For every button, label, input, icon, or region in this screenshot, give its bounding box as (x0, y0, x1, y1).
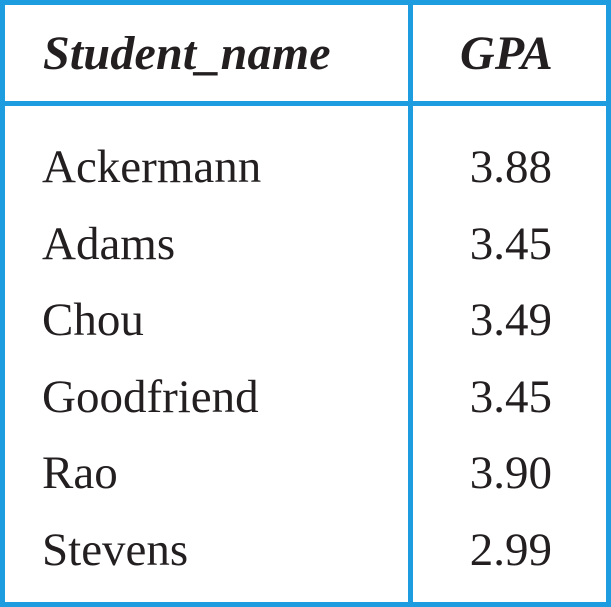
gpa-cell: 3.88 (469, 141, 552, 193)
table-row: Ackermann 3.88 (5, 129, 606, 206)
column-divider (408, 5, 413, 602)
table-row: Goodfriend 3.45 (5, 359, 606, 436)
student-name-cell: Stevens (42, 523, 189, 576)
table-row: Chou 3.49 (5, 282, 606, 359)
header-student-name: Student_name (43, 26, 331, 80)
table-body: Ackermann 3.88 Adams 3.45 Chou 3.49 Good… (5, 129, 606, 588)
gpa-cell: 3.45 (469, 217, 552, 270)
gpa-cell: 3.90 (469, 447, 552, 499)
gpa-cell: 3.49 (469, 294, 552, 346)
student-name-cell: Goodfriend (42, 370, 259, 423)
table-row: Stevens 2.99 (5, 512, 606, 589)
student-name-cell: Rao (42, 447, 118, 499)
gpa-cell: 2.99 (469, 523, 552, 576)
gpa-cell: 3.45 (469, 370, 552, 423)
student-name-cell: Ackermann (42, 141, 262, 193)
student-name-cell: Chou (42, 294, 144, 346)
table-row: Adams 3.45 (5, 206, 606, 283)
header-divider (5, 101, 606, 106)
table-row: Rao 3.90 (5, 435, 606, 512)
header-gpa: GPA (459, 26, 553, 80)
student-name-cell: Adams (42, 217, 176, 270)
